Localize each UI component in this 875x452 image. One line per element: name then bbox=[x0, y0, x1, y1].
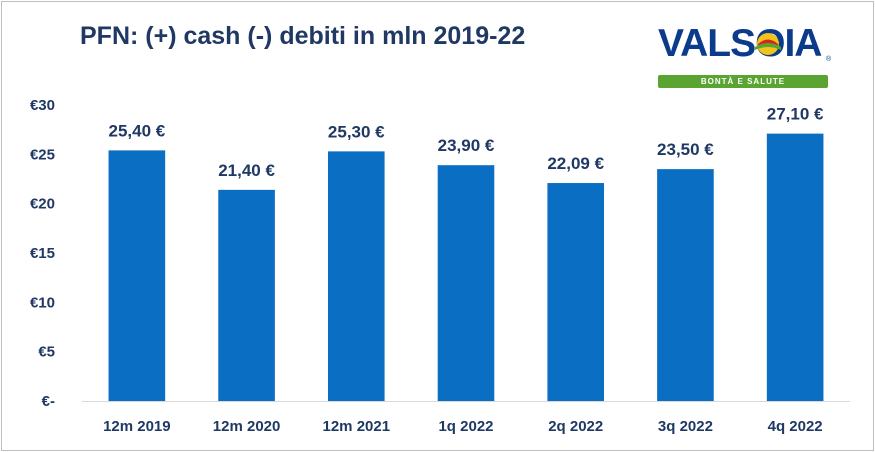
y-tick-label: €10 bbox=[30, 294, 55, 311]
logo-tagline-band bbox=[658, 75, 828, 88]
bar bbox=[108, 150, 166, 401]
logo-registered-mark: ® bbox=[826, 56, 832, 63]
bar bbox=[327, 151, 385, 401]
bar bbox=[547, 183, 605, 401]
data-label: 23,90 € bbox=[438, 136, 495, 155]
y-tick-label: €20 bbox=[30, 196, 55, 213]
data-label: 25,40 € bbox=[108, 121, 165, 140]
data-label: 25,30 € bbox=[328, 122, 385, 141]
logo-wordmark: VALSOIA bbox=[658, 22, 822, 65]
y-tick-label: €- bbox=[42, 393, 55, 410]
x-tick-label: 2q 2022 bbox=[548, 418, 603, 435]
bar bbox=[657, 169, 714, 401]
valsoia-logo: VALSOIA ® BONTÀ E SALUTE bbox=[658, 22, 836, 92]
data-label: 21,40 € bbox=[218, 161, 275, 180]
chart-title: PFN: (+) cash (-) debiti in mln 2019-22 bbox=[80, 22, 526, 50]
logo-tagline: BONTÀ E SALUTE bbox=[700, 77, 786, 86]
bar bbox=[218, 189, 275, 401]
bar bbox=[437, 165, 495, 401]
data-label: 22,09 € bbox=[547, 154, 604, 173]
bars: 25,40 € 21,40 € 25,30 € 23,90 € 22,09 € 23,50… bbox=[108, 105, 824, 401]
x-tick-label: 3q 2022 bbox=[658, 418, 713, 435]
x-tick-label: 12m 2019 bbox=[103, 418, 171, 435]
x-tick-label: 12m 2020 bbox=[213, 418, 281, 435]
y-tick-label: €30 bbox=[30, 97, 55, 114]
x-axis: 12m 2019 12m 2020 12m 2021 1q 2022 2q 2022 3q… bbox=[103, 418, 823, 435]
y-tick-label: €25 bbox=[30, 146, 55, 163]
y-axis: €- €5 €10 €15 €20 €25 €30 bbox=[30, 97, 55, 410]
x-tick-label: 12m 2021 bbox=[323, 418, 391, 435]
data-label: 23,50 € bbox=[657, 140, 714, 159]
y-tick-label: €5 bbox=[38, 344, 55, 361]
bar bbox=[766, 133, 824, 401]
x-tick-label: 1q 2022 bbox=[438, 418, 493, 435]
y-tick-label: €15 bbox=[30, 245, 55, 262]
logo-emblem-icon bbox=[755, 33, 781, 55]
x-tick-label: 4q 2022 bbox=[768, 418, 823, 435]
data-label: 27,10 € bbox=[767, 105, 824, 124]
